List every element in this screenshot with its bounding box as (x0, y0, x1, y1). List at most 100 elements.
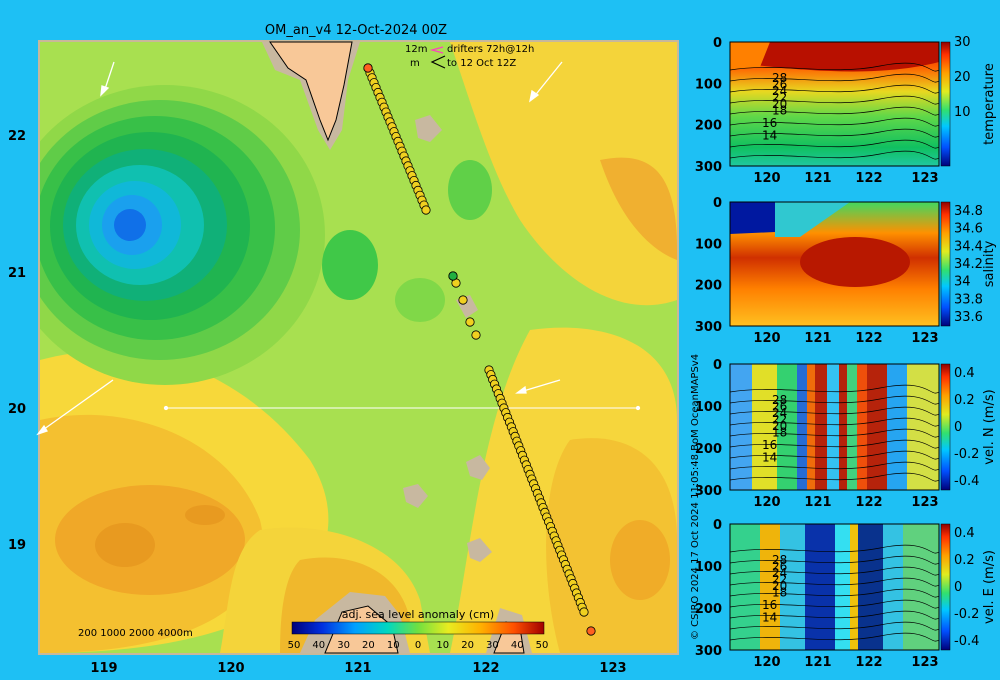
drifter-position (579, 607, 589, 617)
panel-colorbar-tick: 0 (954, 420, 962, 435)
main-map[interactable] (5, 40, 679, 655)
depth-legend: 200 1000 2000 4000m (78, 628, 193, 639)
panel-x-tick: 121 (804, 495, 831, 510)
panel-field-band (847, 364, 857, 490)
panel-contour-label: 22 (772, 413, 787, 427)
panel-x-tick: 123 (911, 655, 938, 670)
panel-x-tick: 123 (911, 171, 938, 186)
drifter-position (421, 205, 431, 215)
panel-field-shade (730, 202, 775, 234)
panel-colorbar (940, 523, 951, 651)
drifter-start (363, 63, 373, 73)
panel-y-tick: 0 (713, 518, 722, 533)
current-arrows (36, 61, 641, 436)
panel-contour-label: 28 (772, 71, 787, 85)
panel-field-band (730, 364, 752, 490)
panel-contour (729, 395, 940, 405)
panel-x-tick: 121 (804, 331, 831, 346)
panel-field-band (777, 364, 797, 490)
panel-y-tick: 0 (713, 196, 722, 211)
panel-field-band (883, 524, 903, 650)
panel-contour-label: 20 (772, 419, 787, 433)
panel-contour-label: 14 (762, 451, 777, 465)
panel-colorbar-tick: 33.8 (954, 292, 983, 307)
panel-y-tick: 100 (695, 77, 722, 92)
panel-colorbar-tick: 34.6 (954, 222, 983, 237)
drifter-legend-unit: m (410, 58, 420, 69)
drifter-start (586, 626, 596, 636)
panel-colorbar-tick: 30 (954, 35, 971, 50)
panel-field-band (797, 364, 807, 490)
panel-contour-label: 26 (772, 400, 787, 414)
drifter-legend-marker-black (430, 55, 446, 69)
drifter-start (448, 271, 458, 281)
panel-frame (729, 201, 940, 327)
panel-field-band (839, 364, 847, 490)
panel-field-band (815, 364, 827, 490)
panel-axis-label: salinity (982, 240, 997, 287)
panel-colorbar-tick: 34.2 (954, 257, 983, 272)
panel-colorbar-tick: 34 (954, 275, 971, 290)
panel-contour (729, 544, 940, 554)
sla-colorbar-label: 10 (436, 640, 449, 651)
panel-y-tick: 100 (695, 400, 722, 415)
drifter-tracks (363, 63, 596, 636)
panel-field-band (857, 364, 867, 490)
y-tick-22: 22 (8, 129, 26, 144)
panel-field-band (752, 364, 777, 490)
panel-contour-label: 20 (772, 97, 787, 111)
x-tick-122: 122 (472, 661, 499, 676)
panel-field-shade (775, 202, 850, 237)
panel-x-tick: 121 (804, 171, 831, 186)
panel-contour (729, 450, 940, 460)
panel-field-band (827, 364, 839, 490)
drifter-legend-depth: 12m (405, 44, 427, 55)
panel-field-band (903, 524, 939, 650)
panel-colorbar-tick: -0.4 (954, 474, 979, 489)
section-panel-salinity[interactable]: 0 100 200 300 120 121 122 123 34.8 34.6 34.4 34.2 34… (695, 196, 997, 346)
panel-x-tick: 120 (753, 171, 780, 186)
panel-x-tick: 122 (855, 171, 882, 186)
panel-contour-label: 18 (772, 426, 787, 440)
map-x-axis: 119 120 121 122 123 (90, 661, 626, 676)
panel-contour-label: 24 (772, 566, 787, 580)
panel-contour (729, 632, 940, 642)
panel-x-tick: 122 (855, 655, 882, 670)
sla-colorbar-label: 40 (312, 640, 325, 651)
panel-contour-label: 24 (772, 84, 787, 98)
panel-colorbar-tick: 33.6 (954, 310, 983, 325)
panel-colorbar-tick: 0.2 (954, 553, 975, 568)
panel-colorbar-tick: -0.2 (954, 447, 979, 462)
panel-contour-label: 18 (772, 586, 787, 600)
panel-y-tick: 200 (695, 119, 722, 134)
panel-x-tick: 120 (753, 331, 780, 346)
panel-y-tick: 200 (695, 602, 722, 617)
panel-field-band (805, 524, 835, 650)
panel-contour-label: 20 (772, 579, 787, 593)
panel-contour (729, 599, 940, 609)
panel-contour (729, 384, 940, 394)
sla-colorbar-label: 30 (486, 640, 499, 651)
panel-y-tick: 100 (695, 560, 722, 575)
panel-field-band (835, 524, 850, 650)
panel-field-shade (730, 42, 770, 70)
panel-y-tick: 100 (695, 237, 722, 252)
panel-contour (729, 472, 940, 482)
drifter-legend-marker-magenta (429, 46, 444, 54)
sla-colorbar-label: 50 (536, 640, 549, 651)
sla-colorbar-title: adj. sea level anomaly (cm) (342, 608, 494, 621)
drifter-legend: 12m drifters 72h@12h m to 12 Oct 12Z (405, 44, 534, 69)
x-tick-120: 120 (217, 661, 244, 676)
panel-colorbar (940, 41, 951, 167)
panel-field-band (760, 524, 780, 650)
panel-field-shade (730, 42, 939, 72)
panel-axis-label: temperature (982, 63, 997, 145)
panel-contour (729, 117, 940, 127)
panel-y-tick: 300 (695, 320, 722, 335)
x-tick-119: 119 (90, 661, 117, 676)
sla-colorbar: adj. sea level anomaly (cm) 50 40 30 20 10 0 1… (288, 608, 549, 651)
